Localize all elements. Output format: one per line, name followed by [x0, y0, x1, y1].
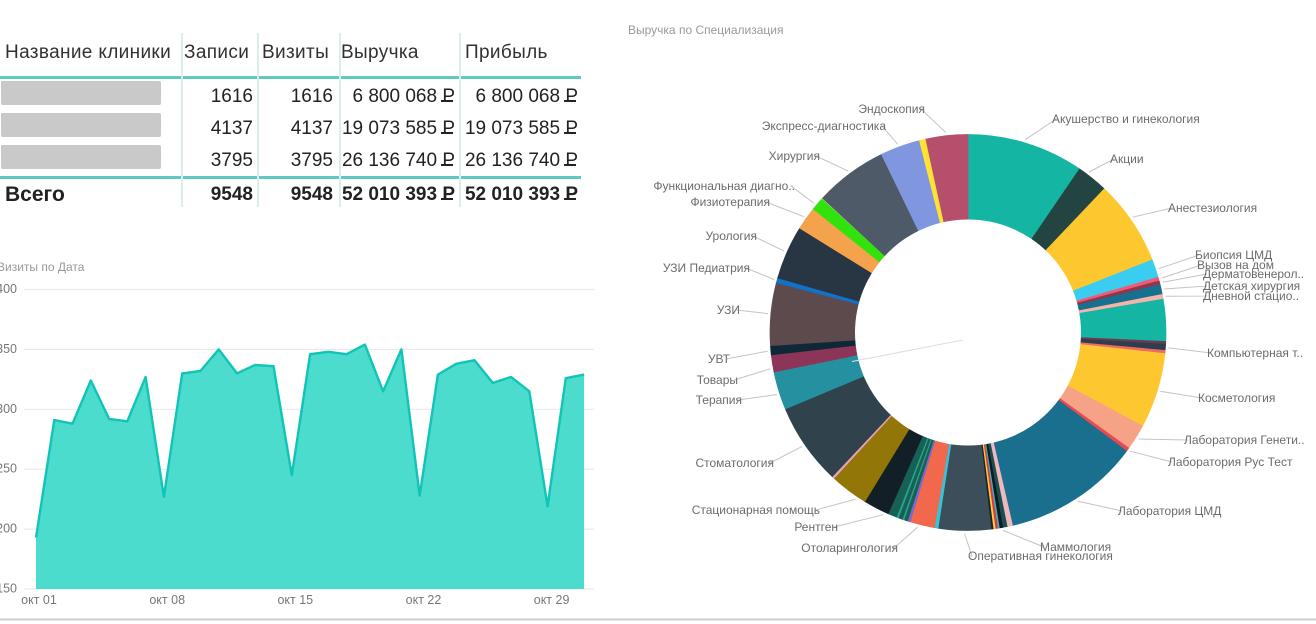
svg-text:окт 15: окт 15	[277, 593, 313, 607]
svg-text:Рентген: Рентген	[794, 520, 838, 534]
svg-text:УВТ: УВТ	[708, 352, 731, 366]
svg-text:Урология: Урология	[705, 229, 757, 243]
svg-text:окт 08: окт 08	[149, 593, 185, 607]
svg-text:Отоларингология: Отоларингология	[801, 541, 898, 555]
svg-text:Дерматовенерол..: Дерматовенерол..	[1203, 267, 1304, 281]
svg-text:Лаборатория Рус Тест: Лаборатория Рус Тест	[1168, 455, 1293, 469]
svg-text:Биопсия ЦМД: Биопсия ЦМД	[1195, 248, 1272, 262]
svg-text:окт 29: окт 29	[534, 593, 570, 607]
svg-text:Лаборатория ЦМД: Лаборатория ЦМД	[1118, 504, 1221, 518]
svg-text:Выручка по Специализация: Выручка по Специализация	[628, 23, 784, 37]
svg-text:окт 01: окт 01	[21, 593, 57, 607]
svg-text:УЗИ: УЗИ	[717, 303, 740, 317]
svg-text:Маммология: Маммология	[1040, 540, 1111, 554]
svg-text:Хирургия: Хирургия	[769, 149, 820, 163]
svg-text:200: 200	[0, 522, 17, 536]
svg-text:Анестезиология: Анестезиология	[1168, 201, 1257, 215]
svg-text:400: 400	[0, 282, 17, 296]
svg-text:Детская хирургия: Детская хирургия	[1203, 279, 1300, 293]
svg-text:окт 22: окт 22	[406, 593, 442, 607]
svg-text:Стационарная помощь: Стационарная помощь	[692, 503, 820, 517]
svg-text:Акушерство и гинекология: Акушерство и гинекология	[1052, 112, 1200, 126]
svg-text:Функциональная диагно..: Функциональная диагно..	[653, 179, 795, 193]
svg-text:250: 250	[0, 462, 17, 476]
svg-text:Визиты по Дата: Визиты по Дата	[0, 260, 85, 274]
svg-text:Стоматология: Стоматология	[695, 456, 774, 470]
svg-text:Эндоскопия: Эндоскопия	[858, 102, 925, 116]
svg-text:Акции: Акции	[1110, 152, 1144, 166]
svg-text:Товары: Товары	[697, 373, 738, 387]
svg-text:Терапия: Терапия	[696, 393, 742, 407]
svg-text:300: 300	[0, 402, 17, 416]
svg-text:Косметология: Косметология	[1198, 391, 1275, 405]
svg-text:Экспресс-диагностика: Экспресс-диагностика	[762, 119, 887, 133]
svg-text:УЗИ Педиатрия: УЗИ Педиатрия	[663, 261, 750, 275]
svg-text:Физиотерапия: Физиотерапия	[690, 195, 770, 209]
svg-text:Вызов на дом: Вызов на дом	[1197, 258, 1274, 272]
svg-text:Компьютерная т..: Компьютерная т..	[1207, 346, 1303, 360]
svg-text:150: 150	[0, 582, 17, 596]
svg-text:Лаборатория Генети..: Лаборатория Генети..	[1184, 433, 1305, 447]
svg-text:350: 350	[0, 342, 17, 356]
svg-text:Оперативная гинекология: Оперативная гинекология	[968, 549, 1113, 563]
svg-text:Дневной стацио..: Дневной стацио..	[1203, 289, 1299, 303]
